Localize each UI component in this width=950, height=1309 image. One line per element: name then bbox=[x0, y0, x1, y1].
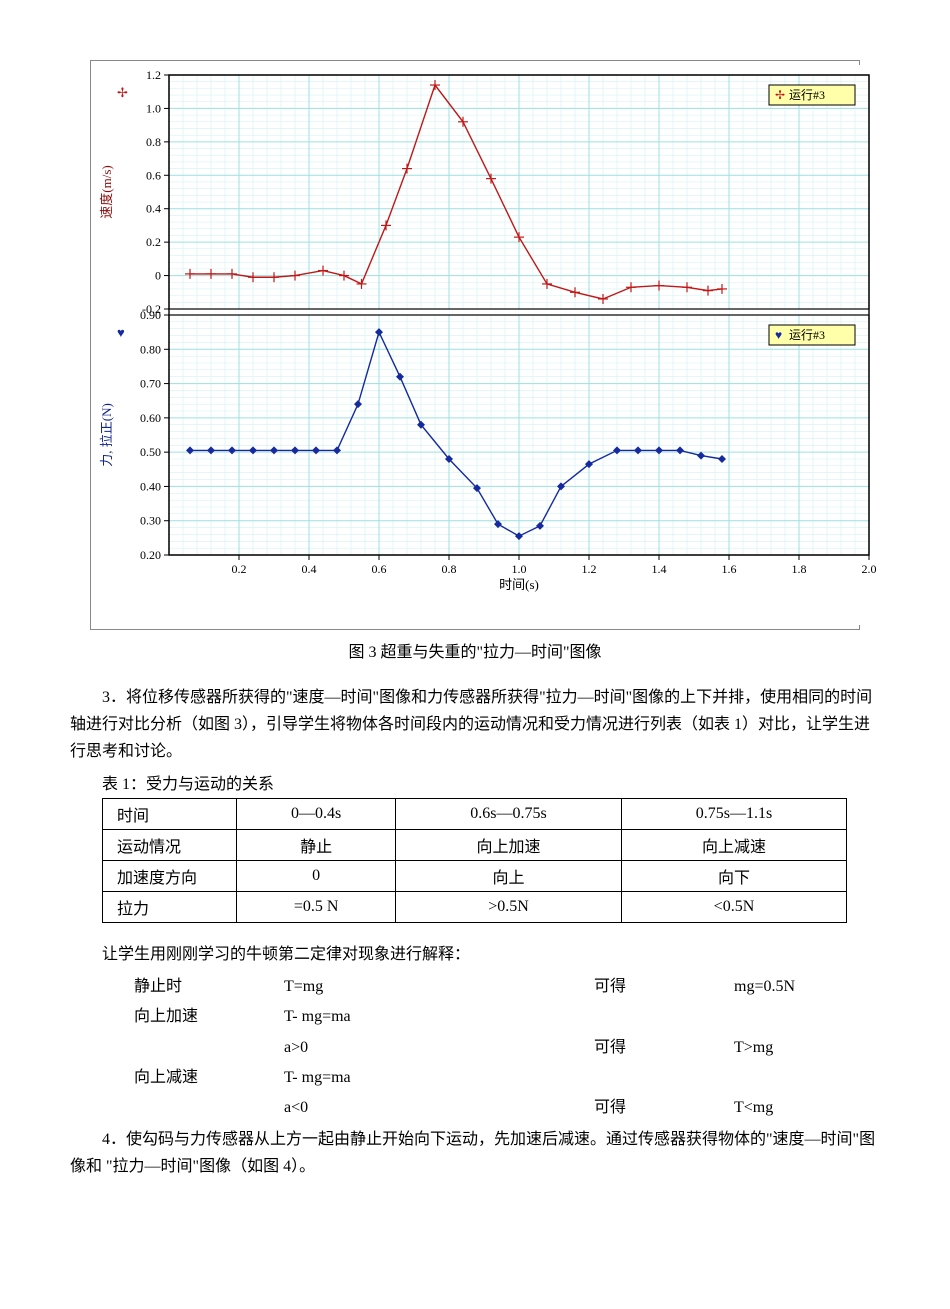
svg-text:0.80: 0.80 bbox=[140, 342, 161, 356]
svg-text:2.0: 2.0 bbox=[862, 562, 877, 576]
chart-caption: 图 3 超重与失重的"拉力—时间"图像 bbox=[70, 638, 880, 662]
paragraph-3: 3．将位移传感器所获得的"速度—时间"图像和力传感器所获得"拉力—时间"图像的上… bbox=[70, 684, 880, 766]
table-cell: 0.75s—1.1s bbox=[621, 798, 846, 829]
table-cell: 向上减速 bbox=[621, 829, 846, 860]
svg-text:力, 拉正(N): 力, 拉正(N) bbox=[99, 403, 114, 467]
table-cell: >0.5N bbox=[396, 891, 621, 922]
svg-text:✢: ✢ bbox=[117, 85, 128, 100]
table-cell: 0.6s—0.75s bbox=[396, 798, 621, 829]
equation-row: 向上减速T- mg=ma bbox=[70, 1063, 880, 1093]
svg-text:运行#3: 运行#3 bbox=[789, 88, 825, 102]
svg-text:1.2: 1.2 bbox=[146, 68, 161, 82]
equation-row: a<0可得T<mg bbox=[70, 1093, 880, 1123]
svg-text:0.6: 0.6 bbox=[146, 168, 161, 182]
svg-text:0: 0 bbox=[155, 269, 161, 283]
svg-text:✢: ✢ bbox=[775, 88, 785, 102]
table-cell: 加速度方向 bbox=[103, 860, 237, 891]
table-cell: 向下 bbox=[621, 860, 846, 891]
table-cell: <0.5N bbox=[621, 891, 846, 922]
table-title: 表 1：受力与运动的关系 bbox=[102, 770, 880, 794]
svg-text:0.70: 0.70 bbox=[140, 377, 161, 391]
svg-text:0.20: 0.20 bbox=[140, 548, 161, 562]
svg-text:0.60: 0.60 bbox=[140, 411, 161, 425]
svg-text:0.4: 0.4 bbox=[302, 562, 317, 576]
table-cell: 0—0.4s bbox=[236, 798, 395, 829]
svg-text:1.2: 1.2 bbox=[582, 562, 597, 576]
svg-text:速度(m/s): 速度(m/s) bbox=[99, 165, 114, 218]
svg-text:♥: ♥ bbox=[775, 328, 782, 342]
table-cell: 时间 bbox=[103, 798, 237, 829]
table-cell: 向上 bbox=[396, 860, 621, 891]
svg-text:0.90: 0.90 bbox=[140, 308, 161, 322]
paragraph-4: 4．使勾码与力传感器从上方一起由静止开始向下运动，先加速后减速。通过传感器获得物… bbox=[70, 1126, 880, 1180]
table-cell: =0.5 N bbox=[236, 891, 395, 922]
svg-text:1.6: 1.6 bbox=[722, 562, 737, 576]
table-cell: 运动情况 bbox=[103, 829, 237, 860]
chart-container: -0.200.20.40.60.81.01.2速度(m/s)✢✢运行#30.20… bbox=[90, 60, 860, 630]
table-cell: 拉力 bbox=[103, 891, 237, 922]
table-cell: 向上加速 bbox=[396, 829, 621, 860]
svg-text:0.50: 0.50 bbox=[140, 445, 161, 459]
svg-text:运行#3: 运行#3 bbox=[789, 328, 825, 342]
svg-text:0.40: 0.40 bbox=[140, 479, 161, 493]
svg-text:0.8: 0.8 bbox=[442, 562, 457, 576]
equation-block: 静止时T=mg可得mg=0.5N向上加速T- mg=ma a>0可得T>mg向上… bbox=[70, 972, 880, 1124]
explain-intro: 让学生用刚刚学习的牛顿第二定律对现象进行解释： bbox=[70, 941, 880, 968]
svg-text:0.2: 0.2 bbox=[146, 235, 161, 249]
table-cell: 静止 bbox=[236, 829, 395, 860]
svg-text:0.6: 0.6 bbox=[372, 562, 387, 576]
table-1: 时间0—0.4s0.6s—0.75s0.75s—1.1s 运动情况静止向上加速向上… bbox=[102, 798, 847, 923]
svg-text:0.30: 0.30 bbox=[140, 514, 161, 528]
svg-text:1.4: 1.4 bbox=[652, 562, 667, 576]
equation-row: 向上加速T- mg=ma bbox=[70, 1002, 880, 1032]
dual-chart: -0.200.20.40.60.81.01.2速度(m/s)✢✢运行#30.20… bbox=[93, 65, 883, 625]
svg-text:1.8: 1.8 bbox=[792, 562, 807, 576]
svg-text:0.8: 0.8 bbox=[146, 135, 161, 149]
svg-text:0.4: 0.4 bbox=[146, 202, 161, 216]
svg-text:时间(s): 时间(s) bbox=[499, 577, 539, 592]
equation-row: 静止时T=mg可得mg=0.5N bbox=[70, 972, 880, 1002]
svg-text:1.0: 1.0 bbox=[512, 562, 527, 576]
svg-text:1.0: 1.0 bbox=[146, 101, 161, 115]
svg-text:♥: ♥ bbox=[117, 325, 125, 340]
equation-row: a>0可得T>mg bbox=[70, 1033, 880, 1063]
svg-text:0.2: 0.2 bbox=[232, 562, 247, 576]
table-cell: 0 bbox=[236, 860, 395, 891]
